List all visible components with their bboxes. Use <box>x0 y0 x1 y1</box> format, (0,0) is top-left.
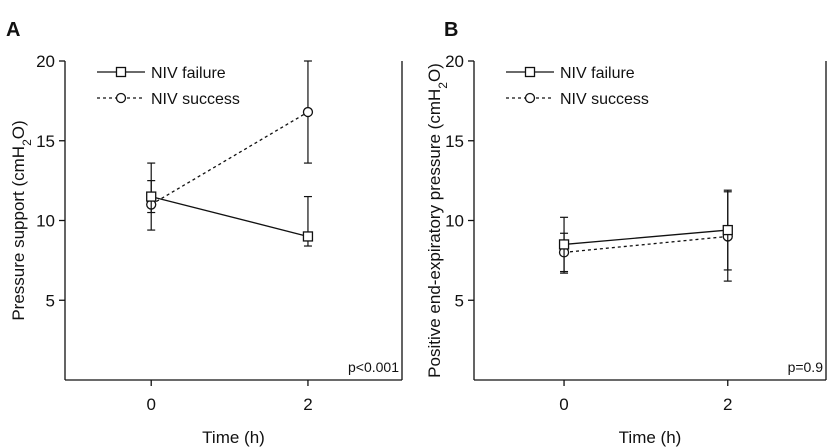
y-tick-label: 5 <box>455 291 464 310</box>
y-axis-label: Pressure support (cmH2O) <box>9 120 34 320</box>
x-tick-label: 0 <box>146 395 155 414</box>
y-tick-label: 5 <box>46 291 55 310</box>
y-tick-label: 10 <box>36 212 55 231</box>
series-line <box>151 195 309 238</box>
y-tick-label: 15 <box>445 132 464 151</box>
legend: NIV failure NIV success <box>97 65 240 108</box>
x-tick-label: 2 <box>723 395 732 414</box>
x-tick-label: 0 <box>559 395 568 414</box>
legend-label: NIV success <box>560 91 649 108</box>
series-line <box>150 111 309 206</box>
y-tick-label: 10 <box>445 212 464 231</box>
legend-label: NIV failure <box>560 65 635 82</box>
legend-marker <box>524 66 536 78</box>
y-tick-label: 20 <box>36 52 55 71</box>
legend-marker <box>115 92 127 104</box>
p-value-annotation: p=0.9 <box>788 359 824 375</box>
panel-a: A 5 10 15 20 0 2 Time (h) Pressure support (cmH2… <box>6 19 403 447</box>
x-axis-label: Time (h) <box>202 428 265 447</box>
panel-letter: B <box>444 19 458 41</box>
series-niv-failure <box>146 162 314 247</box>
series-line <box>563 235 728 254</box>
y-tick-label: 20 <box>445 52 464 71</box>
p-value-annotation: p<0.001 <box>348 359 399 375</box>
legend: NIV failure NIV success <box>506 65 649 108</box>
series-niv-failure <box>558 191 733 274</box>
legend-label: NIV success <box>151 91 240 108</box>
legend-marker <box>524 92 536 104</box>
legend-label: NIV failure <box>151 65 226 82</box>
x-tick-label: 2 <box>303 395 312 414</box>
data-point <box>722 224 733 236</box>
data-point <box>302 231 314 242</box>
y-tick-label: 15 <box>36 132 55 151</box>
series-niv-success <box>146 60 314 231</box>
x-axis-label: Time (h) <box>619 428 682 447</box>
series-line <box>563 229 728 246</box>
legend-marker <box>115 66 127 78</box>
data-point <box>302 106 314 118</box>
data-point <box>146 191 157 202</box>
panel-letter: A <box>6 19 20 41</box>
series-niv-success <box>558 189 733 282</box>
data-point <box>558 239 570 250</box>
